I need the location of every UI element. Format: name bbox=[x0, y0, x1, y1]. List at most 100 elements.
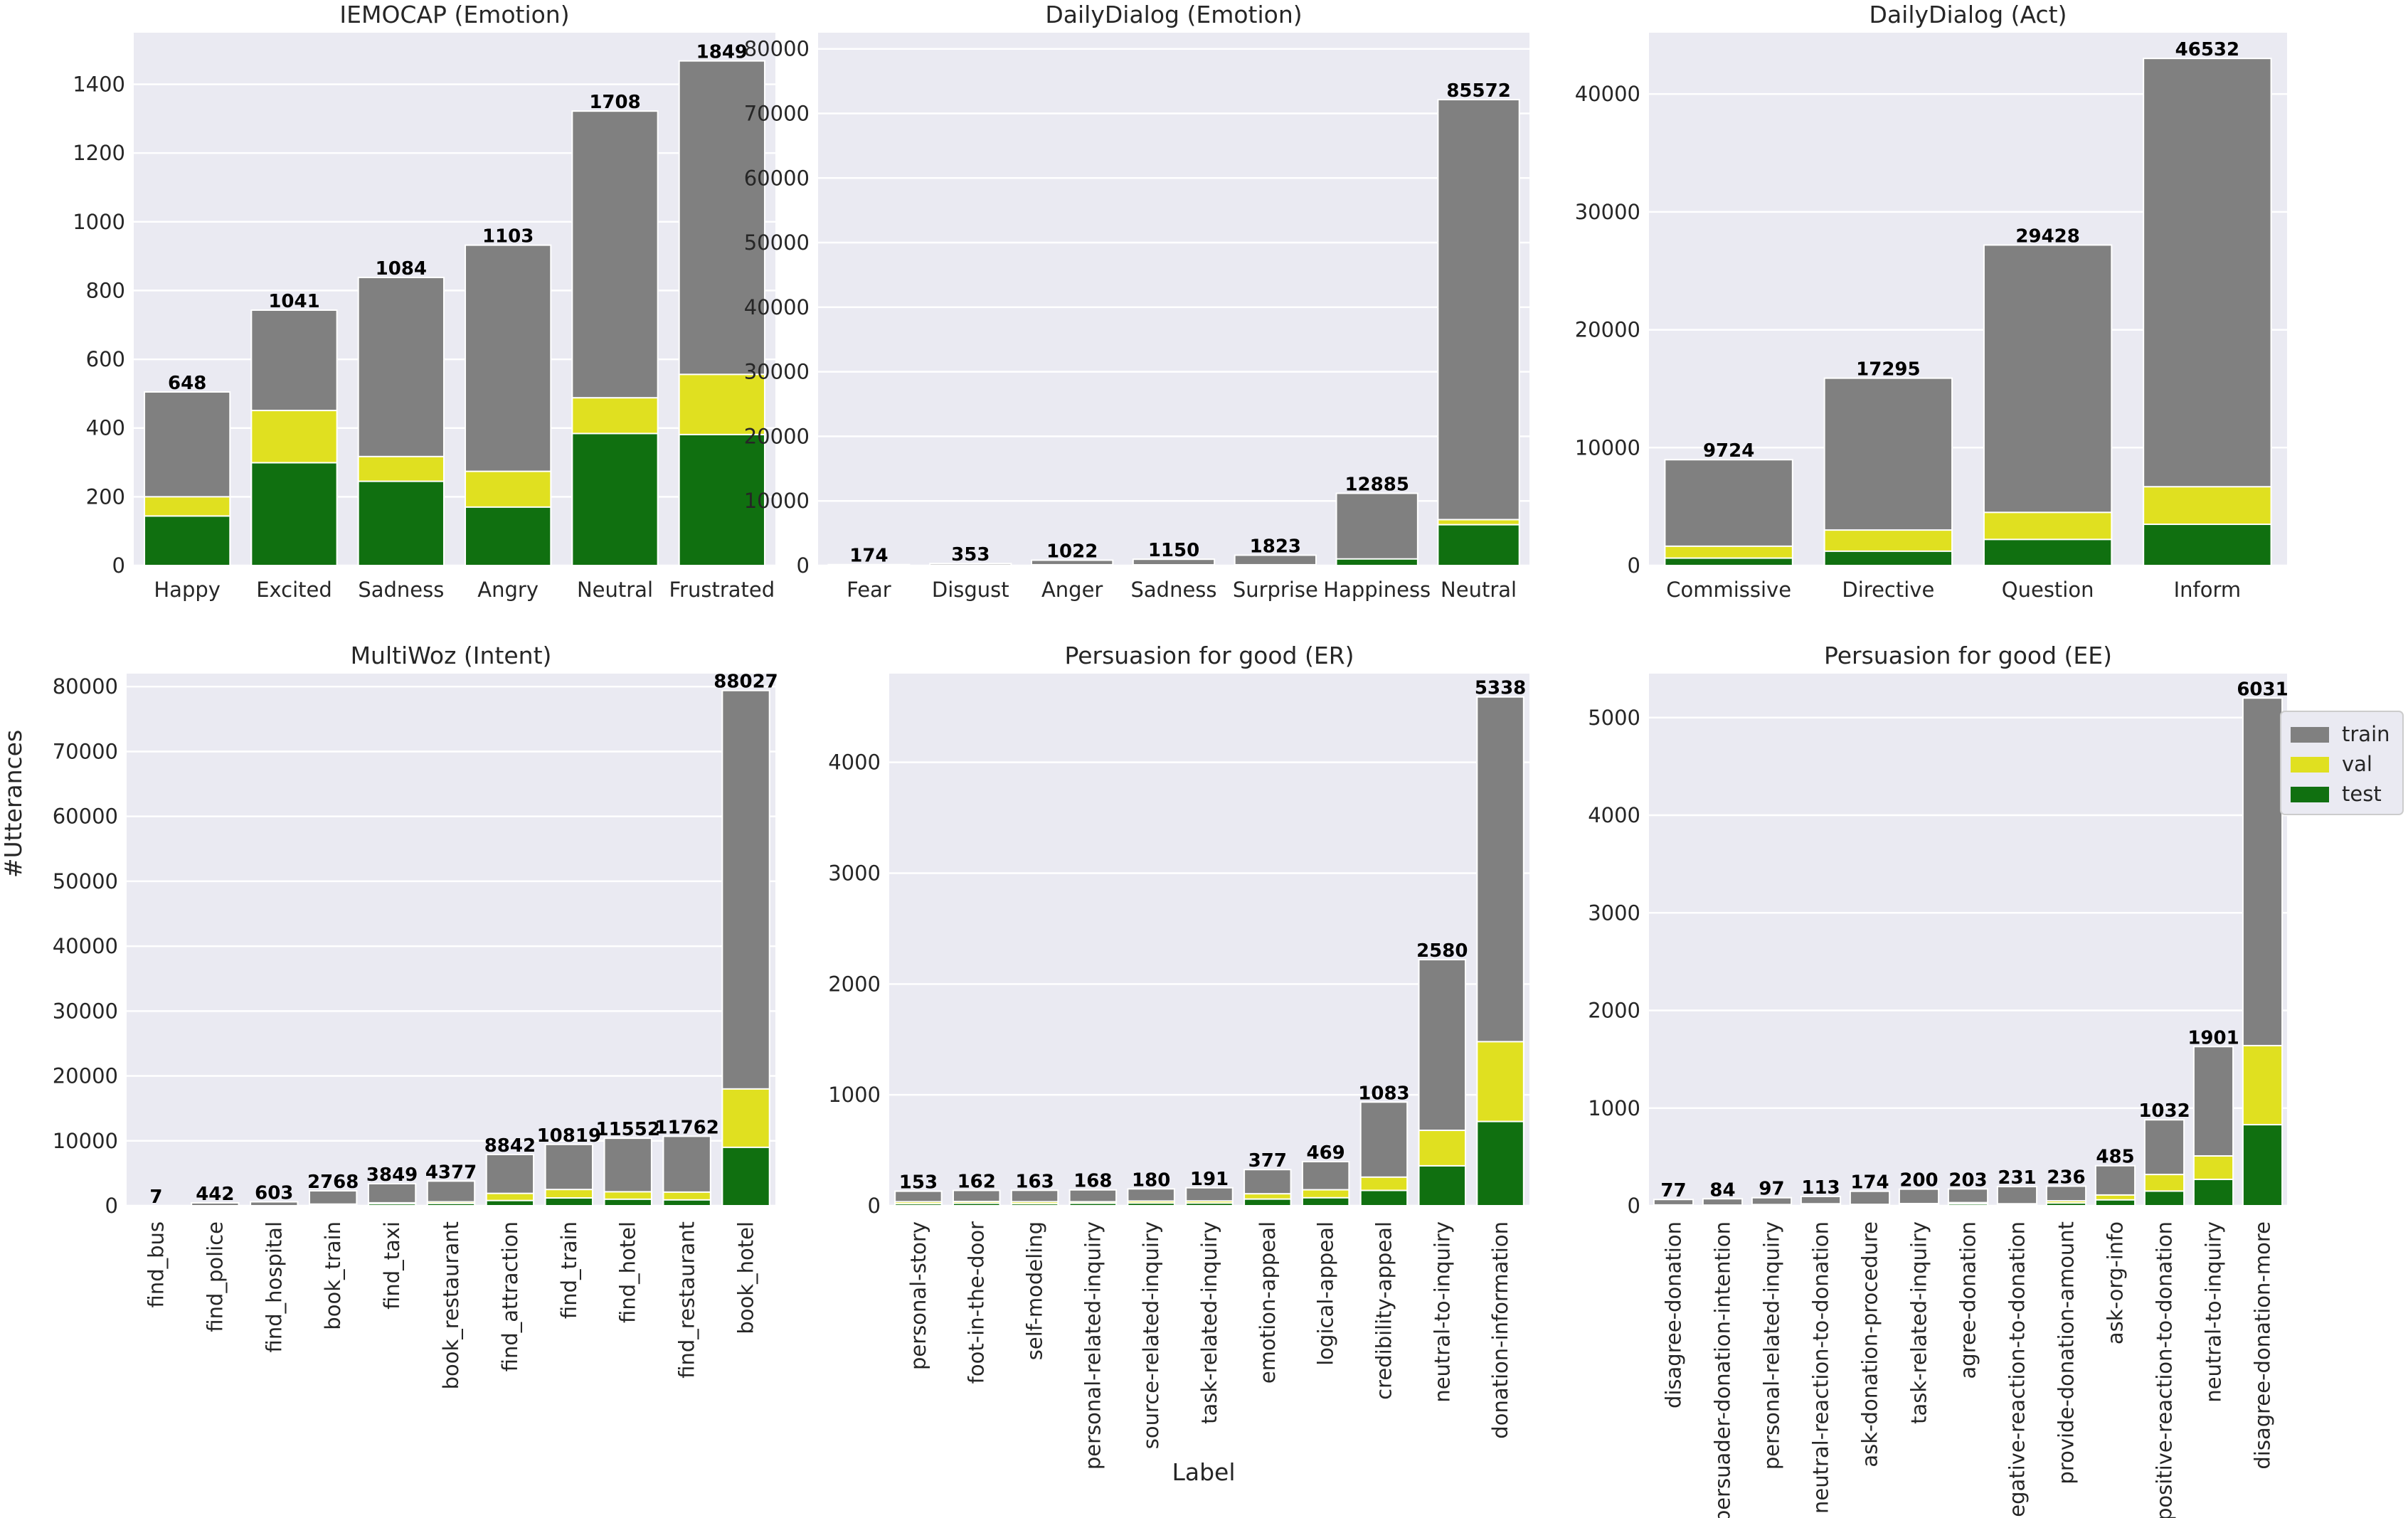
data-label: 1150 bbox=[1148, 540, 1199, 561]
bar-test bbox=[1031, 563, 1114, 567]
x-tick-label: neutral-to-inquiry bbox=[2202, 1221, 2226, 1403]
x-tick-label: personal-story bbox=[906, 1221, 930, 1370]
bar-test bbox=[1185, 1202, 1234, 1207]
x-tick-label: find_hospital bbox=[262, 1221, 286, 1352]
bar-test bbox=[357, 480, 445, 566]
y-tick-label: 80000 bbox=[53, 674, 118, 699]
data-label: 1708 bbox=[589, 92, 640, 113]
bar-test bbox=[721, 1146, 770, 1207]
x-tick-label: find_train bbox=[557, 1221, 581, 1319]
data-label: 5338 bbox=[1475, 678, 1526, 699]
legend-label-train: train bbox=[2342, 722, 2390, 746]
x-tick-label: book_restaurant bbox=[439, 1221, 463, 1389]
data-label: 191 bbox=[1190, 1169, 1229, 1190]
data-label: 1823 bbox=[1250, 536, 1301, 557]
x-tick-label: task-related-inquiry bbox=[1907, 1221, 1931, 1424]
data-label: 17295 bbox=[1856, 359, 1920, 381]
bar-test bbox=[367, 1203, 417, 1207]
x-tick-label: positive-reaction-to-donation bbox=[2153, 1221, 2177, 1518]
data-label: 1022 bbox=[1046, 541, 1098, 562]
x-tick-label: foot-in-the-door bbox=[965, 1221, 989, 1384]
legend-swatch-test bbox=[2291, 787, 2329, 802]
x-tick-label: disagree-donation bbox=[1662, 1221, 1686, 1408]
x-tick-label: Excited bbox=[256, 578, 332, 602]
y-tick-label: 1200 bbox=[73, 141, 125, 165]
bar-test bbox=[1243, 1198, 1292, 1207]
x-tick-label: personal-related-inquiry bbox=[1760, 1221, 1784, 1470]
bar-test bbox=[1800, 1204, 1842, 1206]
legend-label-test: test bbox=[2342, 782, 2382, 806]
data-label: 1103 bbox=[482, 226, 534, 248]
data-label: 163 bbox=[1015, 1171, 1054, 1192]
bar-test bbox=[1301, 1196, 1350, 1207]
y-tick-label: 0 bbox=[1628, 1194, 1640, 1218]
y-tick-label: 1000 bbox=[73, 210, 125, 234]
y-tick-label: 40000 bbox=[1575, 82, 1640, 106]
chart-title: IEMOCAP (Emotion) bbox=[339, 1, 569, 28]
y-tick-label: 0 bbox=[112, 553, 125, 578]
x-axis-label: Label bbox=[1172, 1458, 1235, 1486]
data-label: 377 bbox=[1248, 1150, 1287, 1172]
y-tick-label: 30000 bbox=[53, 999, 118, 1023]
bar-test bbox=[2192, 1178, 2234, 1206]
data-label: 1901 bbox=[2187, 1027, 2239, 1049]
y-tick-label: 30000 bbox=[744, 360, 810, 384]
x-tick-label: find_bus bbox=[144, 1221, 168, 1307]
data-label: 3849 bbox=[366, 1164, 418, 1186]
legend-swatch-val bbox=[2291, 757, 2329, 773]
x-tick-label: find_taxi bbox=[380, 1221, 404, 1310]
x-tick-label: Neutral bbox=[577, 578, 653, 602]
bar-test bbox=[1983, 538, 2113, 566]
x-tick-label: disagree-donation-more bbox=[2251, 1221, 2275, 1470]
data-label: 168 bbox=[1073, 1171, 1112, 1192]
x-tick-label: credibility-appeal bbox=[1372, 1221, 1396, 1400]
data-label: 200 bbox=[1899, 1170, 1938, 1191]
bar-test bbox=[1702, 1204, 1744, 1207]
chart-title: Persuasion for good (EE) bbox=[1824, 642, 2112, 669]
bar-test bbox=[1068, 1202, 1118, 1206]
data-label: 2768 bbox=[307, 1172, 359, 1193]
y-tick-label: 3000 bbox=[1588, 901, 1640, 925]
legend-swatch-train bbox=[2291, 727, 2329, 743]
y-tick-label: 20000 bbox=[53, 1064, 118, 1088]
x-tick-label: Fear bbox=[847, 578, 891, 602]
data-label: 162 bbox=[958, 1171, 996, 1192]
x-tick-label: personal-related-inquiry bbox=[1081, 1221, 1105, 1470]
y-tick-label: 400 bbox=[86, 416, 125, 440]
bar-train bbox=[1437, 99, 1520, 567]
y-tick-label: 0 bbox=[1628, 553, 1640, 578]
data-label: 353 bbox=[951, 544, 990, 566]
chart-title: MultiWoz (Intent) bbox=[351, 642, 552, 669]
bar-test bbox=[1664, 557, 1793, 567]
bar-train bbox=[250, 1201, 299, 1207]
bar-test bbox=[1751, 1204, 1793, 1206]
plot-area bbox=[818, 33, 1529, 566]
chart-panel-1: 0 200 400 600 800 1000 1200 1400 IEMOCAP (Emotio… bbox=[73, 1, 775, 602]
bar-test bbox=[1437, 524, 1520, 566]
bar-test bbox=[250, 462, 338, 567]
plot-area bbox=[1649, 674, 2287, 1206]
bar-test bbox=[953, 1202, 1001, 1206]
plot-area bbox=[127, 674, 775, 1206]
y-tick-label: 60000 bbox=[53, 805, 118, 829]
data-label: 97 bbox=[1759, 1179, 1784, 1200]
x-tick-label: donation-information bbox=[1488, 1221, 1512, 1439]
data-label: 648 bbox=[168, 373, 206, 394]
data-label: 203 bbox=[1948, 1169, 1987, 1191]
bar-test bbox=[309, 1204, 358, 1207]
x-tick-label: Sadness bbox=[358, 578, 444, 602]
bar-test bbox=[2242, 1124, 2284, 1206]
data-label: 46532 bbox=[2175, 39, 2239, 60]
bar-train bbox=[2143, 58, 2272, 567]
y-tick-label: 1000 bbox=[828, 1083, 881, 1107]
y-tick-label: 70000 bbox=[53, 739, 118, 763]
y-tick-label: 20000 bbox=[744, 424, 810, 448]
chart-panel-3: 0 10000 20000 30000 40000 DailyDialog (Act) 97… bbox=[1575, 1, 2287, 602]
bar-test bbox=[1335, 558, 1418, 567]
bar-train bbox=[1996, 1186, 2038, 1207]
bar-test bbox=[1359, 1189, 1409, 1206]
y-tick-label: 2000 bbox=[1588, 999, 1640, 1023]
y-tick-label: 0 bbox=[868, 1194, 881, 1218]
x-tick-label: logical-appeal bbox=[1314, 1221, 1338, 1366]
x-tick-label: find_attraction bbox=[498, 1221, 522, 1371]
